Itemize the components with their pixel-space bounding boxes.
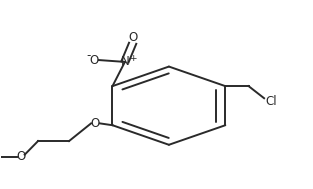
Text: +: +: [129, 54, 136, 63]
Text: O: O: [89, 53, 99, 67]
Text: O: O: [91, 117, 100, 130]
Text: O: O: [16, 150, 26, 163]
Text: N: N: [121, 55, 129, 68]
Text: O: O: [128, 31, 137, 44]
Text: Cl: Cl: [266, 94, 277, 108]
Text: -: -: [86, 50, 90, 62]
